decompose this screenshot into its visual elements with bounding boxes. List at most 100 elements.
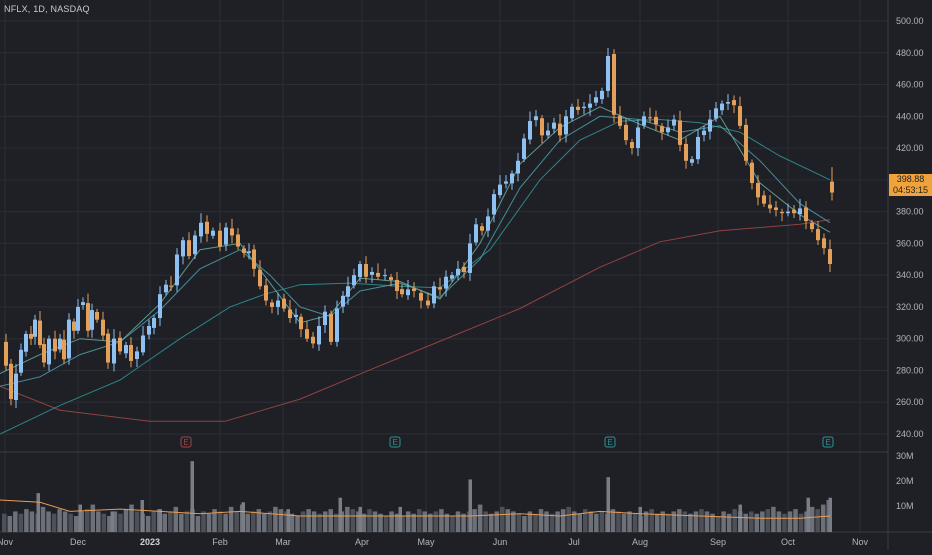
- candle-body: [406, 289, 410, 296]
- price-tick-label: 380.00: [896, 207, 924, 217]
- candle-body: [224, 227, 228, 245]
- candle-body: [118, 337, 122, 352]
- time-tick-label: Nov: [0, 537, 13, 547]
- candle-body: [129, 345, 133, 361]
- volume-bar: [101, 513, 107, 532]
- volume-bar: [295, 516, 300, 532]
- volume-bar: [732, 509, 737, 532]
- earnings-marker-box: [822, 436, 834, 448]
- volume-bar: [806, 497, 810, 532]
- candle-body: [810, 223, 814, 230]
- volume-bar: [710, 513, 715, 532]
- earnings-marker-label: E: [183, 438, 188, 447]
- volume-bar: [62, 511, 68, 532]
- candle-body: [786, 211, 790, 214]
- volume-bar: [367, 509, 372, 532]
- candle-body: [86, 303, 90, 331]
- candle-body: [738, 106, 742, 126]
- candle-body: [101, 319, 105, 336]
- candle-body: [317, 325, 321, 345]
- volume-bar: [118, 513, 123, 532]
- volume-bar: [798, 513, 804, 532]
- time-tick-label: Feb: [212, 537, 228, 547]
- candle-body: [636, 127, 640, 149]
- volume-bar: [73, 516, 79, 532]
- volume-bar: [286, 509, 290, 532]
- volume-bar: [145, 516, 151, 532]
- candle-body: [570, 106, 574, 119]
- volume-bars: [0, 461, 832, 532]
- earnings-marker: E: [180, 436, 192, 448]
- volume-bar: [632, 513, 638, 532]
- candle-body: [540, 118, 544, 136]
- volume-bar: [765, 509, 771, 532]
- volume-bar: [616, 511, 621, 532]
- candle-body: [270, 302, 274, 307]
- volume-bar: [90, 504, 96, 532]
- time-tick-label: Mar: [275, 537, 291, 547]
- candle-body: [642, 116, 646, 126]
- volume-bar: [195, 516, 201, 532]
- volume-bar: [782, 513, 787, 532]
- volume-bar: [439, 509, 444, 532]
- candle-body: [582, 106, 586, 109]
- price-tick-label: 260.00: [896, 397, 924, 407]
- volume-bar: [46, 511, 51, 532]
- volume-tick-label: 30M: [896, 451, 914, 461]
- volume-bar: [306, 509, 311, 532]
- candle-body: [732, 100, 736, 106]
- candle-body: [456, 268, 460, 276]
- candle-body: [588, 103, 592, 108]
- time-tick-label: Oct: [781, 537, 796, 547]
- candle-body: [282, 298, 286, 309]
- moving-average-line: [0, 219, 831, 422]
- candle-body: [630, 142, 634, 149]
- time-tick-label: May: [417, 537, 435, 547]
- candle-body: [358, 264, 362, 278]
- last-price-tag: 398.88 04:53:15: [889, 174, 932, 196]
- volume-bar: [140, 500, 144, 532]
- volume-bar: [123, 509, 129, 532]
- candle-body: [546, 130, 550, 136]
- candle-body: [822, 238, 826, 249]
- volume-bar: [405, 511, 411, 532]
- candle-body: [389, 277, 393, 280]
- earnings-marker: E: [822, 436, 834, 448]
- candle-body: [53, 338, 57, 352]
- volume-bar: [278, 509, 284, 532]
- volume-bar: [317, 513, 322, 532]
- earnings-marker-box: [180, 436, 192, 448]
- volume-bar: [738, 504, 742, 532]
- volume-bar: [383, 516, 389, 532]
- candle-body: [768, 204, 772, 209]
- candle-body: [76, 306, 80, 331]
- candle-body: [492, 194, 496, 215]
- candle-body: [335, 308, 339, 342]
- candle-body: [187, 240, 191, 257]
- volume-average-line: [0, 499, 831, 519]
- candle-body: [696, 136, 700, 160]
- volume-bar: [158, 509, 162, 532]
- candle-body: [444, 276, 448, 289]
- volume-bar: [311, 511, 317, 532]
- volume-bar: [809, 506, 815, 532]
- candle-body: [756, 183, 760, 198]
- candle-body: [218, 230, 222, 247]
- candle-body: [135, 351, 139, 360]
- price-tick-label: 500.00: [896, 16, 924, 26]
- volume-bar: [654, 513, 660, 532]
- candle-body: [480, 226, 484, 231]
- volume-bar: [251, 511, 256, 532]
- volume-bar: [241, 502, 245, 532]
- candle-body: [690, 159, 694, 163]
- volume-bar: [793, 509, 798, 532]
- candle-body: [258, 269, 262, 287]
- candle-body: [528, 121, 532, 140]
- volume-bar: [345, 506, 350, 532]
- candles: [4, 48, 834, 408]
- price-tick-label: 420.00: [896, 143, 924, 153]
- candle-body: [376, 272, 380, 277]
- volume-bar: [638, 506, 642, 532]
